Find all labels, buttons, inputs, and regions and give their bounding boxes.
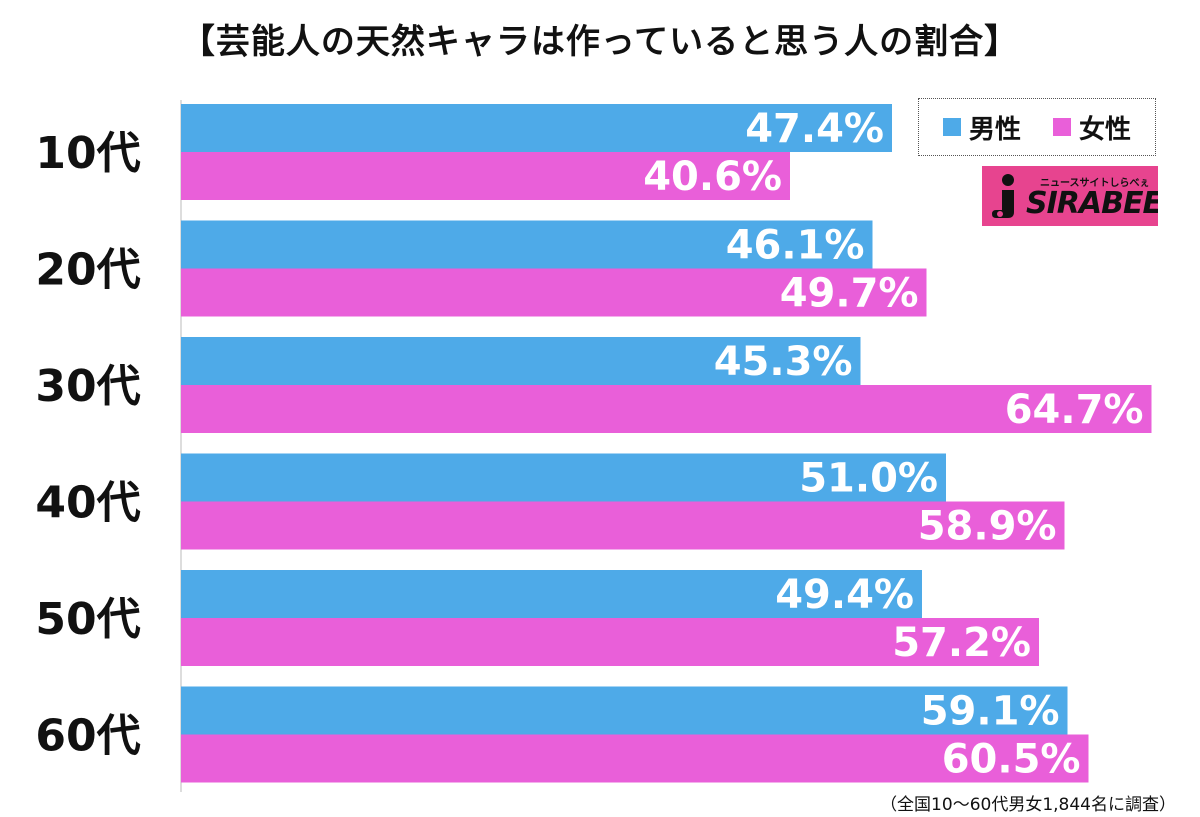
value-label-female-5: 57.2% (892, 620, 1031, 666)
category-label-6: 60代 (35, 711, 140, 762)
value-label-male-5: 49.4% (775, 572, 914, 618)
category-label-1: 10代 (35, 128, 140, 179)
legend-label-male: 男性 (968, 114, 1021, 145)
legend-swatch-female (1052, 118, 1071, 136)
value-label-female-6: 60.5% (942, 737, 1081, 783)
bar-female-4 (181, 501, 1065, 550)
bar-male-2 (181, 220, 873, 269)
logo-tagline: ニュースサイトしらべぇ (1040, 178, 1150, 189)
bar-female-1 (181, 152, 790, 200)
value-label-female-2: 49.7% (780, 271, 919, 317)
bar-male-4 (181, 453, 946, 502)
logo-i-icon (992, 174, 1014, 218)
legend: 男性 女性 (918, 98, 1156, 156)
value-label-male-4: 51.0% (799, 456, 938, 502)
legend-item-female: 女性 (1052, 109, 1131, 146)
value-label-female-3: 64.7% (1005, 387, 1144, 433)
value-label-male-2: 46.1% (726, 223, 865, 269)
bar-female-3 (181, 385, 1152, 433)
value-label-female-4: 58.9% (918, 504, 1057, 550)
legend-swatch-male (942, 118, 961, 136)
bar-male-6 (181, 686, 1068, 735)
bar-female-5 (181, 618, 1039, 666)
bar-male-5 (181, 570, 922, 618)
category-labels: 10代 20代 30代 40代 50代 60代 (35, 128, 140, 762)
logo-wordmark: SIRABEE (1026, 186, 1158, 221)
bar-female-2 (181, 268, 927, 317)
bars-group: 47.4%40.6% 46.1%49.7% 45.3% 64.7% 51.0%58.9%… (181, 104, 1152, 783)
legend-label-female: 女性 (1078, 114, 1131, 145)
category-label-2: 20代 (35, 245, 140, 296)
legend-item-male: 男性 (942, 109, 1021, 146)
category-label-5: 50代 (35, 594, 140, 645)
category-label-3: 30代 (35, 361, 140, 412)
bar-female-6 (181, 734, 1089, 783)
category-label-4: 40代 (35, 478, 140, 529)
value-label-male-1: 47.4% (745, 106, 884, 152)
source-note: （全国10〜60代男女1,844名に調査） (880, 795, 1176, 815)
bar-male-3 (181, 337, 861, 385)
chart-title: 【芸能人の天然キャラは作っていると思う人の割合】 (180, 22, 1020, 62)
bar-male-1 (181, 104, 892, 152)
value-label-female-1: 40.6% (643, 154, 782, 200)
sirabee-logo: ニュースサイトしらべぇ SIRABEE (982, 166, 1158, 226)
value-label-male-6: 59.1% (921, 689, 1060, 735)
value-label-male-3: 45.3% (714, 339, 853, 385)
